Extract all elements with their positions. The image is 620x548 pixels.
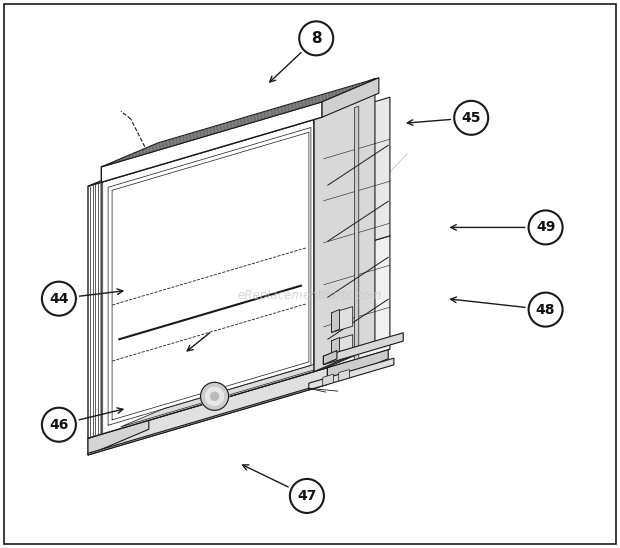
- Polygon shape: [88, 157, 162, 186]
- Polygon shape: [332, 338, 340, 361]
- Polygon shape: [88, 383, 327, 455]
- Polygon shape: [324, 102, 357, 255]
- Text: 8: 8: [311, 31, 322, 46]
- Text: 47: 47: [297, 489, 317, 503]
- Polygon shape: [88, 182, 101, 438]
- Text: 44: 44: [49, 292, 69, 306]
- Polygon shape: [355, 106, 359, 359]
- Polygon shape: [323, 374, 334, 386]
- Polygon shape: [309, 358, 394, 390]
- Polygon shape: [88, 368, 327, 455]
- Polygon shape: [120, 349, 368, 427]
- Text: 45: 45: [461, 111, 481, 125]
- Text: eReplacementParts.com: eReplacementParts.com: [238, 288, 382, 301]
- Polygon shape: [101, 102, 322, 182]
- Polygon shape: [88, 413, 149, 455]
- Polygon shape: [327, 342, 388, 385]
- Polygon shape: [339, 369, 349, 381]
- Circle shape: [299, 21, 333, 55]
- Polygon shape: [314, 78, 375, 372]
- Polygon shape: [332, 335, 353, 361]
- Polygon shape: [314, 101, 324, 372]
- Polygon shape: [101, 119, 314, 434]
- Polygon shape: [88, 342, 388, 438]
- Circle shape: [42, 408, 76, 442]
- Polygon shape: [110, 346, 374, 431]
- Polygon shape: [332, 307, 353, 333]
- Circle shape: [529, 210, 562, 244]
- Text: 48: 48: [536, 302, 556, 317]
- Circle shape: [454, 101, 488, 135]
- Circle shape: [290, 479, 324, 513]
- Circle shape: [206, 387, 224, 406]
- Polygon shape: [101, 182, 103, 434]
- Polygon shape: [324, 97, 390, 255]
- Polygon shape: [324, 241, 357, 369]
- Circle shape: [42, 282, 76, 316]
- Text: 46: 46: [49, 418, 69, 432]
- Circle shape: [211, 392, 219, 401]
- Polygon shape: [324, 351, 337, 364]
- Text: 49: 49: [536, 220, 556, 235]
- Polygon shape: [101, 78, 379, 167]
- Circle shape: [200, 383, 229, 410]
- Polygon shape: [322, 78, 379, 117]
- Circle shape: [529, 293, 562, 327]
- Polygon shape: [332, 310, 340, 333]
- Polygon shape: [324, 333, 403, 364]
- Polygon shape: [324, 236, 390, 369]
